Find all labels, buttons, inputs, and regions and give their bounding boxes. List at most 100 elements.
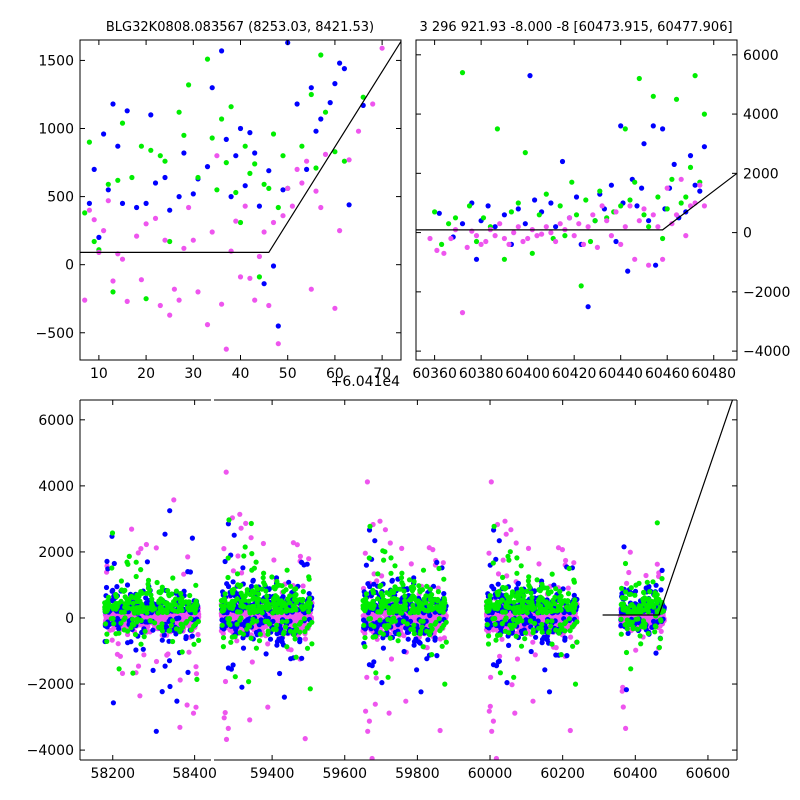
b-point (262, 582, 268, 588)
b-point (183, 599, 189, 605)
b-point (188, 627, 194, 633)
b-point (141, 652, 147, 658)
b-point (398, 610, 404, 616)
b-point (432, 635, 438, 641)
b-point (555, 545, 562, 551)
b-point (441, 603, 447, 610)
tr-point (653, 262, 659, 268)
b-point (538, 597, 544, 603)
tl-point (157, 153, 163, 159)
b-point (440, 609, 446, 615)
b-point (500, 584, 506, 591)
b-point (550, 597, 556, 603)
tr-point (557, 203, 563, 209)
b-point (225, 574, 231, 581)
tl-y-tick-label: 0 (65, 258, 74, 274)
b-point (439, 643, 445, 649)
b-point (162, 607, 168, 613)
b-point (293, 592, 299, 598)
b-point (370, 590, 377, 596)
tr-point (506, 241, 512, 247)
b-point (403, 625, 409, 631)
tr-y-tick-label: 2000 (743, 166, 779, 182)
b-point (260, 540, 266, 547)
b-point (486, 633, 492, 639)
b-x-tick-label: 59400 (250, 766, 295, 782)
b-point (419, 624, 425, 630)
b-point (508, 527, 514, 533)
tr-point (660, 126, 666, 132)
b-point (273, 596, 279, 602)
b-point (251, 589, 257, 595)
b-point (143, 595, 149, 601)
b-point (140, 646, 146, 652)
tr-point (618, 123, 624, 129)
b-point (260, 598, 266, 604)
tr-point (515, 206, 521, 212)
b-point (284, 567, 290, 573)
b-point (240, 645, 247, 651)
tl-point (152, 180, 159, 186)
b-point (118, 620, 124, 626)
tl-point (233, 189, 239, 196)
tl-point (247, 130, 253, 136)
tr-point (618, 241, 624, 247)
b-point (397, 586, 403, 592)
b-point (562, 635, 568, 641)
b-point (183, 620, 189, 626)
b-point (375, 596, 381, 602)
b-point (177, 677, 183, 683)
tl-point (91, 166, 97, 172)
tr-point (622, 126, 628, 132)
b-point (231, 532, 237, 538)
b-point (292, 628, 298, 634)
b-point (302, 736, 308, 742)
b-point (486, 550, 492, 556)
b-point (492, 621, 498, 627)
tl-point (341, 66, 347, 72)
tl-point (228, 104, 234, 110)
tr-point (613, 209, 619, 215)
b-point (640, 596, 646, 602)
b-point (420, 618, 426, 624)
tr-point (660, 256, 666, 262)
tl-point (105, 198, 111, 204)
b-point (624, 580, 630, 587)
tl-point (346, 202, 352, 208)
tl-x-tick-label: 10 (90, 366, 108, 382)
b-point (239, 684, 245, 690)
b-point (111, 560, 117, 567)
b-point (119, 670, 126, 677)
b-point (185, 669, 191, 676)
tl-point (261, 281, 267, 287)
tl-point (86, 200, 92, 206)
tl-point (181, 245, 187, 251)
b-point (646, 600, 652, 606)
b-point (643, 596, 650, 602)
tl-point (341, 158, 347, 164)
b-point (534, 577, 540, 583)
b-point (411, 642, 417, 648)
b-point (506, 642, 512, 649)
b-point (125, 561, 131, 567)
b-point (297, 636, 303, 643)
b-point (530, 698, 536, 704)
b-point (274, 642, 280, 648)
b-point (362, 630, 368, 637)
b-point (530, 627, 536, 633)
b-point (644, 579, 650, 585)
tr-point (539, 231, 545, 237)
b-point (178, 591, 184, 597)
b-x-tick-label: 60600 (686, 766, 731, 782)
b-point (627, 619, 634, 625)
b-y-tick-label: −2000 (27, 677, 74, 693)
b-point (115, 641, 121, 647)
b-point (189, 633, 195, 639)
tl-point (327, 100, 333, 106)
b-point (137, 693, 143, 699)
tr-point (434, 247, 440, 253)
b-point (164, 602, 170, 608)
b-point (645, 630, 651, 637)
b-point (493, 755, 499, 760)
